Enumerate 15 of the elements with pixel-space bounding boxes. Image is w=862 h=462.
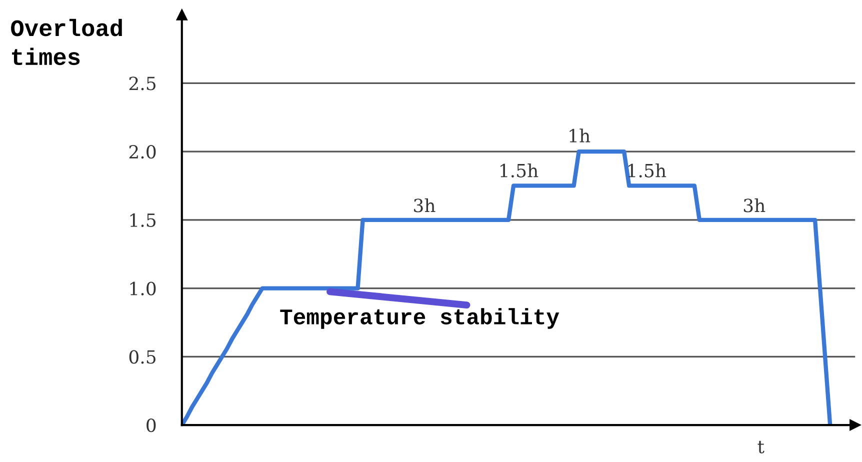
- annotation: Temperature stability: [280, 308, 560, 329]
- annotation: 1.5h: [628, 163, 666, 178]
- x-axis-title: t: [758, 440, 764, 454]
- annotation: 3h: [414, 198, 436, 212]
- annotation: 1.5h: [500, 163, 538, 178]
- y-tick-label: 1.0: [130, 282, 156, 296]
- line-series: [182, 149, 832, 426]
- y-tick-label: 2.5: [129, 76, 156, 90]
- annotation: 1h: [570, 128, 590, 142]
- annotation: 3h: [744, 198, 766, 212]
- y-axis-title: Overload times: [11, 18, 122, 66]
- y-tick-label: 0.5: [129, 350, 156, 364]
- y-tick-label: 2.0: [129, 144, 156, 159]
- y-tick-label: 0: [146, 418, 156, 432]
- y-tick-label: 1.5: [130, 213, 156, 228]
